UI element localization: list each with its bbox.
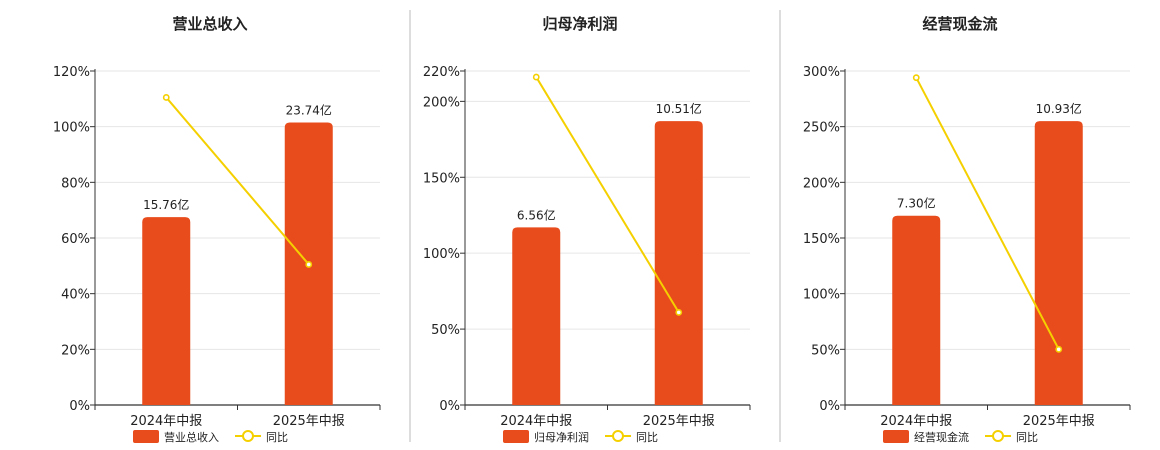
bar-1: [892, 215, 941, 405]
bar-value-label: 10.51亿: [656, 101, 702, 116]
legend-bar-swatch: [503, 430, 529, 443]
bar-value-label: 10.93亿: [1036, 101, 1082, 116]
legend-line-marker: [992, 430, 1004, 442]
y-tick-label: 80%: [61, 176, 90, 191]
chart-panel-1: 营业总收入 0% 20% 40% 60% 80% 100% 120% 15.76亿 23.74亿 2…: [53, 15, 381, 444]
y-tick-label: 100%: [53, 121, 90, 136]
yoy-point-1: [912, 74, 920, 82]
y-tick-label: 0%: [69, 399, 90, 414]
legend-bar-swatch: [883, 430, 909, 443]
y-tick-label: 100%: [803, 288, 840, 303]
y-tick-label: 200%: [423, 95, 460, 110]
y-tick-label: 250%: [803, 121, 840, 136]
y-tick-label: 150%: [423, 171, 460, 186]
yoy-point-2: [1055, 345, 1063, 353]
bar-2: [654, 121, 703, 405]
chart-panel-2: 归母净利润 0% 50% 100% 150% 200% 220% 6.56亿 10.51亿 202…: [423, 15, 751, 444]
bar-1: [512, 227, 561, 405]
yoy-point-1: [162, 94, 170, 101]
legend-bar-label: 经营现金流: [914, 430, 969, 444]
yoy-point-2: [675, 308, 683, 316]
x-category-label: 2025年中报: [1023, 414, 1095, 429]
legend-bar-swatch: [133, 430, 159, 443]
yoy-line: [165, 96, 310, 266]
y-tick-label: 20%: [61, 343, 90, 358]
chart-title: 归母净利润: [542, 15, 617, 33]
legend-line-label: 同比: [1016, 431, 1038, 444]
bar-value-label: 15.76亿: [143, 197, 189, 212]
bar-2: [1034, 121, 1083, 405]
legend-bar-label: 归母净利润: [534, 430, 589, 444]
y-tick-label: 60%: [61, 232, 90, 247]
x-category-label: 2025年中报: [643, 414, 715, 429]
yoy-line: [915, 77, 1060, 350]
chart-title: 经营现金流: [922, 15, 997, 33]
y-tick-label: 0%: [819, 399, 840, 414]
legend-line-marker: [612, 430, 624, 442]
y-tick-label: 50%: [811, 343, 840, 358]
chart-title: 营业总收入: [172, 15, 247, 33]
y-tick-label: 120%: [53, 65, 90, 80]
x-category-label: 2025年中报: [273, 414, 345, 429]
x-category-label: 2024年中报: [130, 414, 202, 429]
legend-bar-label: 营业总收入: [164, 430, 219, 444]
y-tick-label: 100%: [423, 247, 460, 262]
y-tick-label: 300%: [803, 65, 840, 80]
yoy-point-2: [305, 261, 313, 268]
yoy-line: [535, 76, 680, 313]
bar-value-label: 6.56亿: [517, 207, 556, 222]
x-category-label: 2024年中报: [500, 414, 572, 429]
bar-value-label: 23.74亿: [286, 102, 332, 117]
chart-panel-3: 经营现金流 0% 50% 100% 150% 200% 250% 300% 7.30亿 10.93…: [803, 15, 1131, 444]
y-tick-label: 50%: [431, 323, 460, 338]
legend-line-label: 同比: [266, 431, 288, 444]
y-tick-label: 0%: [439, 399, 460, 414]
bar-value-label: 7.30亿: [897, 196, 936, 211]
y-tick-label: 220%: [423, 65, 460, 80]
legend-line-marker: [242, 430, 254, 442]
y-tick-label: 150%: [803, 232, 840, 247]
x-category-label: 2024年中报: [880, 414, 952, 429]
legend-line-label: 同比: [636, 431, 658, 444]
bar-1: [142, 217, 191, 405]
y-tick-label: 40%: [61, 288, 90, 303]
yoy-point-1: [532, 73, 540, 81]
y-tick-label: 200%: [803, 176, 840, 191]
